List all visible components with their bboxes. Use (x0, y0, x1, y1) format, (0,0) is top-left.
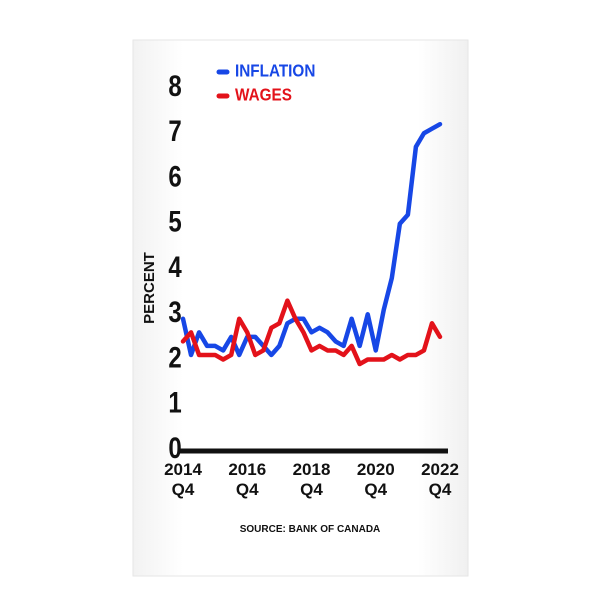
legend-label: INFLATION (235, 61, 315, 81)
x-tick-label-box: 2022 Q4 (421, 460, 459, 499)
x-tick-label: 2020 Q4 (356, 460, 395, 499)
y-tick-label: 8 (168, 68, 181, 102)
x-tick-label-box: 2014 Q4 (164, 460, 202, 499)
series-line (180, 121, 443, 358)
series-line (180, 298, 443, 367)
x-tick-label: 2022 Q4 (421, 460, 459, 499)
y-axis-label: PERCENT (141, 252, 158, 324)
x-tick-label: 2018 Q4 (292, 460, 331, 499)
y-tick-label: 5 (168, 204, 181, 238)
y-tick-label: 4 (168, 249, 181, 283)
x-tick-label-box: 2020 Q4 (356, 460, 395, 499)
y-tick-label: 0 (168, 430, 181, 464)
y-tick-label: 2 (168, 340, 181, 374)
source: SOURCE: BANK OF CANADA (240, 524, 381, 535)
x-tick-label: 2014 Q4 (164, 460, 202, 499)
y-tick-label: 1 (168, 385, 181, 419)
poster (132, 39, 469, 577)
legend-label: WAGES (235, 85, 292, 105)
x-tick-label-box: 2016 Q4 (228, 460, 267, 499)
y-tick-label: 7 (168, 114, 181, 148)
y-tick-label: 6 (168, 159, 181, 193)
y-tick-label: 3 (168, 295, 181, 329)
x-tick-label-box: 2018 Q4 (292, 460, 331, 499)
x-tick-label: 2016 Q4 (228, 460, 267, 499)
